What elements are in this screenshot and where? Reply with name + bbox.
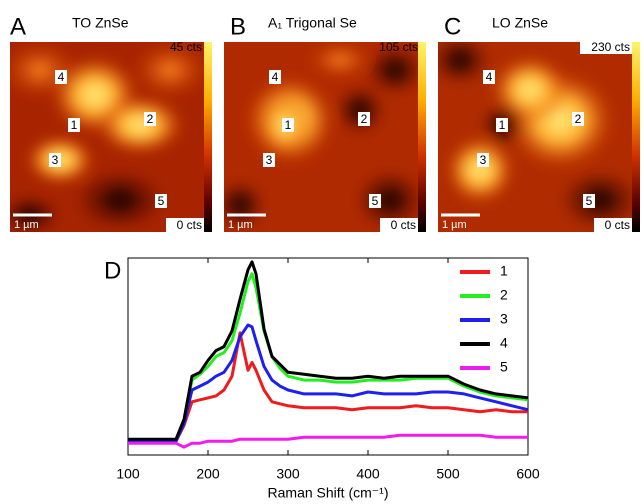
max-label: 45 cts <box>170 40 202 54</box>
point-label: 3 <box>266 153 273 167</box>
point-box <box>483 70 495 84</box>
scale-label: 1 µm <box>228 219 253 231</box>
point-box <box>269 70 281 84</box>
x-tick-label: 300 <box>276 466 300 482</box>
point-label: 4 <box>58 70 65 84</box>
colorbar <box>418 42 426 232</box>
min-label: 0 cts <box>605 218 630 232</box>
heatmap <box>10 42 204 232</box>
x-tick-label: 400 <box>356 466 380 482</box>
point-label: 3 <box>52 153 59 167</box>
point-box <box>369 194 381 208</box>
point-box <box>358 112 370 126</box>
label-box <box>580 40 632 54</box>
point-box <box>263 153 275 167</box>
point-box <box>496 118 508 132</box>
point-label: 2 <box>147 112 154 126</box>
series-line <box>128 323 529 443</box>
point-box <box>282 118 294 132</box>
legend-label: 1 <box>500 263 508 279</box>
x-tick-label: 600 <box>516 466 540 482</box>
heatmap <box>224 42 418 232</box>
panel-title: TO ZnSe <box>72 15 129 31</box>
x-tick-label: 500 <box>436 466 460 482</box>
min-label: 0 cts <box>177 218 202 232</box>
colorbar <box>632 42 640 232</box>
point-label: 2 <box>361 112 368 126</box>
series-line <box>128 433 528 449</box>
colorbar <box>204 42 212 232</box>
point-box <box>477 153 489 167</box>
point-label: 4 <box>272 70 279 84</box>
max-label: 105 cts <box>379 40 418 54</box>
legend-label: 2 <box>500 287 508 303</box>
x-tick-label: 100 <box>116 466 140 482</box>
panel-letter: D <box>104 257 121 284</box>
legend-label: 5 <box>500 359 508 375</box>
point-label: 5 <box>158 194 165 208</box>
panel-a: A TO ZnSe 45 cts 0 cts 1 µm <box>10 13 212 232</box>
legend-label: 4 <box>500 335 508 351</box>
series-line <box>128 331 528 443</box>
point-label: 1 <box>499 118 506 132</box>
panel-title: LO ZnSe <box>492 15 548 31</box>
x-axis-label: Raman Shift (cm⁻¹) <box>268 485 389 501</box>
point-box <box>144 112 156 126</box>
legend-label: 3 <box>500 311 508 327</box>
x-tick-label: 200 <box>196 466 220 482</box>
label-box <box>594 218 632 232</box>
point-box <box>583 194 595 208</box>
point-label: 5 <box>586 194 593 208</box>
series-line <box>128 260 529 441</box>
point-label: 5 <box>372 194 379 208</box>
point-label: 1 <box>285 118 292 132</box>
point-label: 4 <box>486 70 493 84</box>
panel-letter: C <box>444 13 461 40</box>
point-box <box>155 194 167 208</box>
panel-b: B A₁ Trigonal Se 105 cts 0 cts 1 µm <box>224 13 426 232</box>
point-box <box>572 112 584 126</box>
point-label: 1 <box>71 118 78 132</box>
heatmap <box>438 42 632 232</box>
point-label: 2 <box>575 112 582 126</box>
point-box <box>68 118 80 132</box>
plot-frame <box>127 257 529 456</box>
scale-label: 1 µm <box>14 219 39 231</box>
scale-label: 1 µm <box>442 219 467 231</box>
panel-c: C LO ZnSe 230 cts 0 cts 1 µm <box>438 13 640 232</box>
label-box <box>166 218 204 232</box>
min-label: 0 cts <box>391 218 416 232</box>
label-box <box>380 218 418 232</box>
point-box <box>55 70 67 84</box>
point-box <box>49 153 61 167</box>
panel-title: A₁ Trigonal Se <box>268 15 357 31</box>
panel-letter: A <box>10 13 26 40</box>
panel-letter: B <box>230 13 246 40</box>
max-label: 230 cts <box>591 40 630 54</box>
point-label: 3 <box>480 153 487 167</box>
